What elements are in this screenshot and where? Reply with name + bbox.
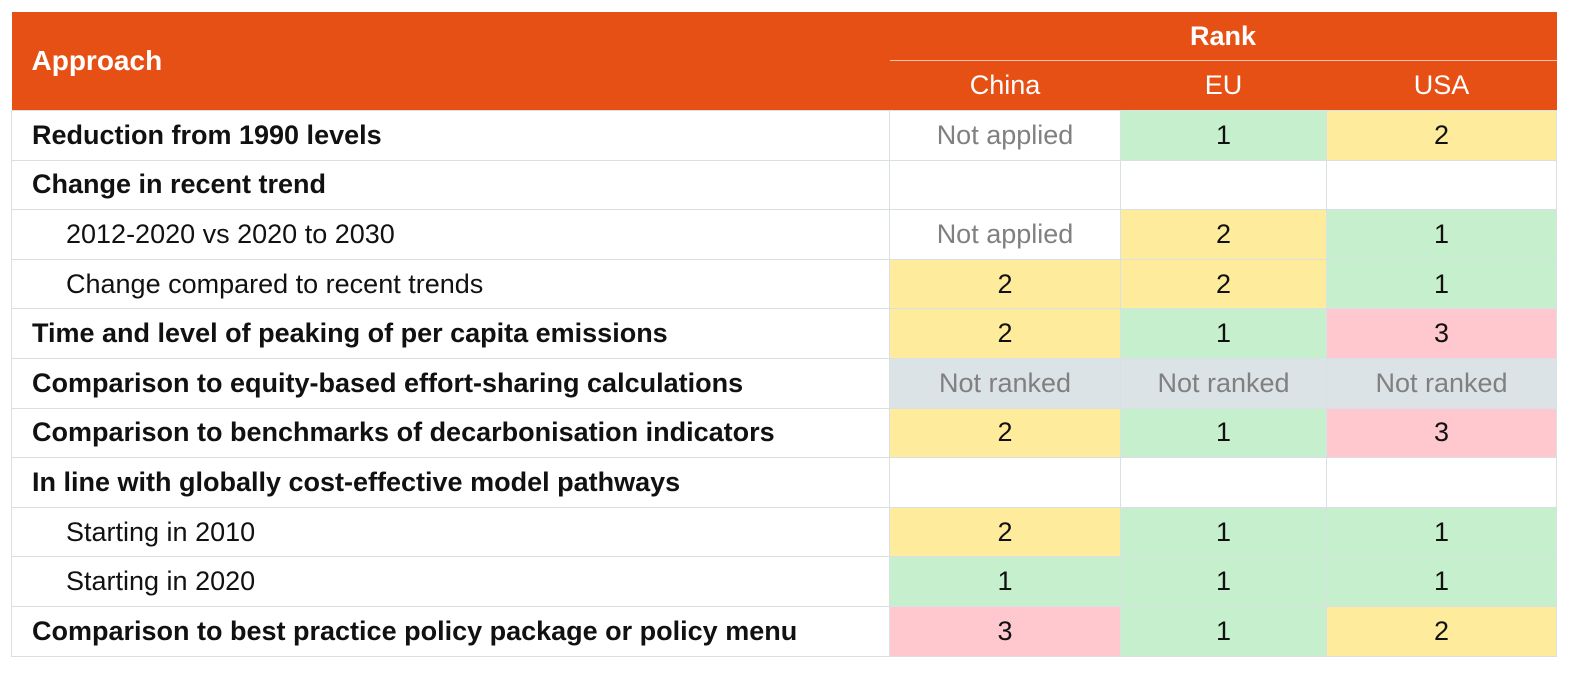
rank-cell-eu xyxy=(1120,457,1327,508)
rank-cell-china: 2 xyxy=(889,308,1121,359)
approach-label: In line with globally cost-effective mod… xyxy=(11,457,890,508)
rank-cell-usa xyxy=(1325,457,1558,508)
table-row: Starting in 2010 2 1 1 xyxy=(11,506,1558,558)
rank-cell-eu: Not ranked xyxy=(1120,357,1327,409)
rank-cell-china: 1 xyxy=(889,556,1121,607)
approach-header: Approach xyxy=(11,12,890,111)
rank-cell-china xyxy=(889,159,1121,211)
rank-cell-usa xyxy=(1325,159,1558,211)
rank-cell-eu: 2 xyxy=(1120,258,1327,310)
approach-label: Starting in 2010 xyxy=(11,506,890,558)
table-row: Time and level of peaking of per capita … xyxy=(11,308,1558,359)
rank-cell-china: 2 xyxy=(889,407,1121,459)
rank-cell-china: Not applied xyxy=(889,209,1121,260)
rank-cell-eu: 2 xyxy=(1120,209,1327,260)
rank-cell-usa: Not ranked xyxy=(1325,357,1558,409)
table-row: Comparison to benchmarks of decarbonisat… xyxy=(11,407,1558,459)
rank-cell-eu: 1 xyxy=(1120,605,1327,657)
rank-cell-eu: 1 xyxy=(1120,110,1327,161)
rank-cell-china: 2 xyxy=(889,258,1121,310)
rank-cell-china: Not ranked xyxy=(889,357,1121,409)
approach-label: Comparison to equity-based effort-sharin… xyxy=(11,357,890,409)
approach-label: Reduction from 1990 levels xyxy=(11,110,890,161)
table-row: 2012-2020 vs 2020 to 2030 Not applied 2 1 xyxy=(11,209,1558,260)
rank-cell-eu: 1 xyxy=(1120,407,1327,459)
rank-cell-usa: 3 xyxy=(1325,407,1558,459)
table-row: Starting in 2020 1 1 1 xyxy=(11,556,1558,607)
country-header-eu: EU xyxy=(1120,60,1327,111)
rank-cell-usa: 1 xyxy=(1325,506,1558,558)
rank-cell-usa: 1 xyxy=(1325,209,1558,260)
rank-cell-usa: 1 xyxy=(1325,258,1558,310)
rank-cell-china: 2 xyxy=(889,506,1121,558)
rank-cell-eu: 1 xyxy=(1120,308,1327,359)
approach-label: Comparison to best practice policy packa… xyxy=(11,605,890,657)
approach-label: Starting in 2020 xyxy=(11,556,890,607)
table-row: Reduction from 1990 levels Not applied 1 2 xyxy=(11,110,1558,161)
table-row: Change compared to recent trends 2 2 1 xyxy=(11,258,1558,310)
rank-cell-usa: 2 xyxy=(1325,605,1558,657)
table-header: Approach Rank China EU USA xyxy=(11,12,1557,111)
rank-cell-usa: 2 xyxy=(1325,110,1558,161)
rank-cell-eu: 1 xyxy=(1120,506,1327,558)
country-header-usa: USA xyxy=(1326,60,1557,111)
table-row: In line with globally cost-effective mod… xyxy=(11,457,1558,508)
table-row: Change in recent trend xyxy=(11,159,1558,211)
rank-cell-china: Not applied xyxy=(889,110,1121,161)
country-header-china: China xyxy=(889,60,1121,111)
approach-label: Time and level of peaking of per capita … xyxy=(11,308,890,359)
ranking-table: Approach Rank China EU USA Reduction fro… xyxy=(11,12,1558,657)
rank-header: Rank xyxy=(889,12,1557,61)
approach-label: 2012-2020 vs 2020 to 2030 xyxy=(11,209,890,260)
table-body: Reduction from 1990 levels Not applied 1 2 C… xyxy=(11,110,1558,657)
approach-label: Change in recent trend xyxy=(11,159,890,211)
table-row: Comparison to equity-based effort-sharin… xyxy=(11,357,1558,409)
rank-cell-china: 3 xyxy=(889,605,1121,657)
approach-label: Comparison to benchmarks of decarbonisat… xyxy=(11,407,890,459)
rank-cell-eu xyxy=(1120,159,1327,211)
rank-cell-china xyxy=(889,457,1121,508)
rank-cell-usa: 3 xyxy=(1325,308,1558,359)
approach-label: Change compared to recent trends xyxy=(11,258,890,310)
rank-cell-eu: 1 xyxy=(1120,556,1327,607)
rank-cell-usa: 1 xyxy=(1325,556,1558,607)
table-row: Comparison to best practice policy packa… xyxy=(11,605,1558,657)
